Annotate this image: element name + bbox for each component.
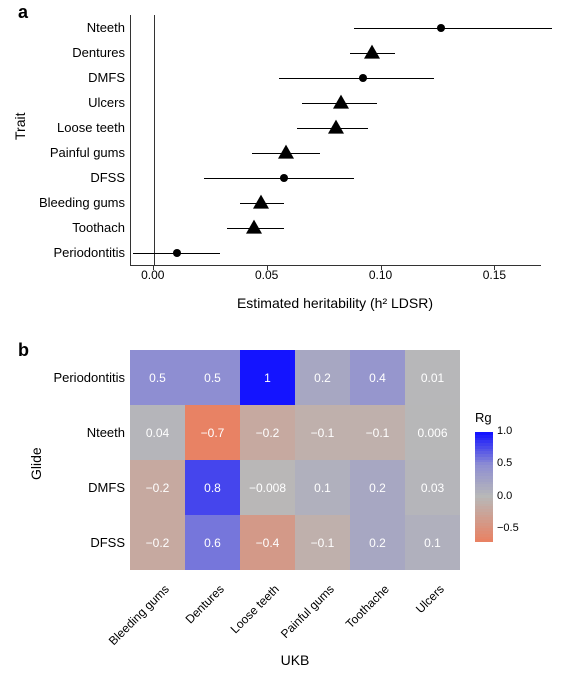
colorbar bbox=[475, 432, 493, 542]
heatmap-cell: 0.6 bbox=[185, 515, 240, 570]
heatmap-cell: 0.4 bbox=[350, 350, 405, 405]
heatmap-cell: −0.7 bbox=[185, 405, 240, 460]
heatmap-cell: 0.04 bbox=[130, 405, 185, 460]
trait-label: DFSS bbox=[5, 170, 125, 185]
panel-b-xlabel: UKB bbox=[130, 652, 460, 668]
panel-b-label: b bbox=[18, 340, 29, 361]
trait-label: Bleeding gums bbox=[5, 195, 125, 210]
heatmap-cell: 0.1 bbox=[405, 515, 460, 570]
trait-label: Dentures bbox=[5, 45, 125, 60]
heatmap-cell: 0.5 bbox=[185, 350, 240, 405]
heatmap-cell: −0.1 bbox=[295, 515, 350, 570]
triangle-marker bbox=[253, 194, 269, 208]
trait-label: Nteeth bbox=[5, 20, 125, 35]
panel-b-ylabel: Glide bbox=[28, 447, 44, 480]
triangle-marker bbox=[278, 144, 294, 158]
triangle-marker bbox=[328, 119, 344, 133]
heatmap-row-label: DMFS bbox=[5, 480, 125, 495]
heatmap-cell: 0.1 bbox=[295, 460, 350, 515]
forest-plot bbox=[130, 15, 541, 266]
heatmap-cell: 0.006 bbox=[405, 405, 460, 460]
trait-label: Loose teeth bbox=[5, 120, 125, 135]
error-bar bbox=[354, 28, 552, 29]
circle-marker bbox=[437, 24, 445, 32]
trait-label: Ulcers bbox=[5, 95, 125, 110]
xtick-label: 0.10 bbox=[361, 268, 401, 282]
heatmap-cell: 0.2 bbox=[350, 515, 405, 570]
circle-marker bbox=[173, 249, 181, 257]
heatmap-cell: −0.1 bbox=[295, 405, 350, 460]
error-bar bbox=[279, 78, 434, 79]
circle-marker bbox=[359, 74, 367, 82]
circle-marker bbox=[280, 174, 288, 182]
colorbar-legend: Rg 1.0 0.5 0.0 −0.5 bbox=[475, 410, 555, 560]
xtick-label: 0.05 bbox=[247, 268, 287, 282]
heatmap-cell: −0.008 bbox=[240, 460, 295, 515]
trait-label: DMFS bbox=[5, 70, 125, 85]
trait-label: Painful gums bbox=[5, 145, 125, 160]
panel-a-xlabel: Estimated heritability (h² LDSR) bbox=[130, 295, 540, 311]
panel-b: b Glide UKB 0.50.510.20.40.010.04−0.7−0.… bbox=[0, 340, 585, 685]
legend-tick-label: 0.0 bbox=[497, 490, 512, 502]
heatmap-row-label: Periodontitis bbox=[5, 370, 125, 385]
heatmap-cell: 0.5 bbox=[130, 350, 185, 405]
panel-a: a Trait Estimated heritability (h² LDSR)… bbox=[0, 0, 585, 330]
heatmap-row-label: DFSS bbox=[5, 535, 125, 550]
xtick-label: 0.00 bbox=[133, 268, 173, 282]
xtick-label: 0.15 bbox=[474, 268, 514, 282]
triangle-marker bbox=[246, 219, 262, 233]
heatmap-cell: −0.2 bbox=[130, 515, 185, 570]
triangle-marker bbox=[333, 94, 349, 108]
triangle-marker bbox=[364, 44, 380, 58]
legend-tick-label: 1.0 bbox=[497, 425, 512, 437]
zero-reference-line bbox=[154, 15, 155, 265]
legend-tick-label: 0.5 bbox=[497, 457, 512, 469]
heatmap-cell: −0.2 bbox=[240, 405, 295, 460]
heatmap-cell: 0.8 bbox=[185, 460, 240, 515]
heatmap-row-label: Nteeth bbox=[5, 425, 125, 440]
heatmap-cell: 0.2 bbox=[350, 460, 405, 515]
heatmap-cell: −0.2 bbox=[130, 460, 185, 515]
figure-container: a Trait Estimated heritability (h² LDSR)… bbox=[0, 0, 585, 685]
heatmap-cell: 0.03 bbox=[405, 460, 460, 515]
trait-label: Toothach bbox=[5, 220, 125, 235]
heatmap-cell: 1 bbox=[240, 350, 295, 405]
heatmap-cell: −0.4 bbox=[240, 515, 295, 570]
heatmap-cell: 0.2 bbox=[295, 350, 350, 405]
trait-label: Periodontitis bbox=[5, 245, 125, 260]
heatmap-cell: −0.1 bbox=[350, 405, 405, 460]
heatmap: 0.50.510.20.40.010.04−0.7−0.2−0.1−0.10.0… bbox=[130, 350, 460, 570]
legend-title: Rg bbox=[475, 410, 555, 425]
legend-tick-label: −0.5 bbox=[497, 522, 519, 534]
heatmap-cell: 0.01 bbox=[405, 350, 460, 405]
